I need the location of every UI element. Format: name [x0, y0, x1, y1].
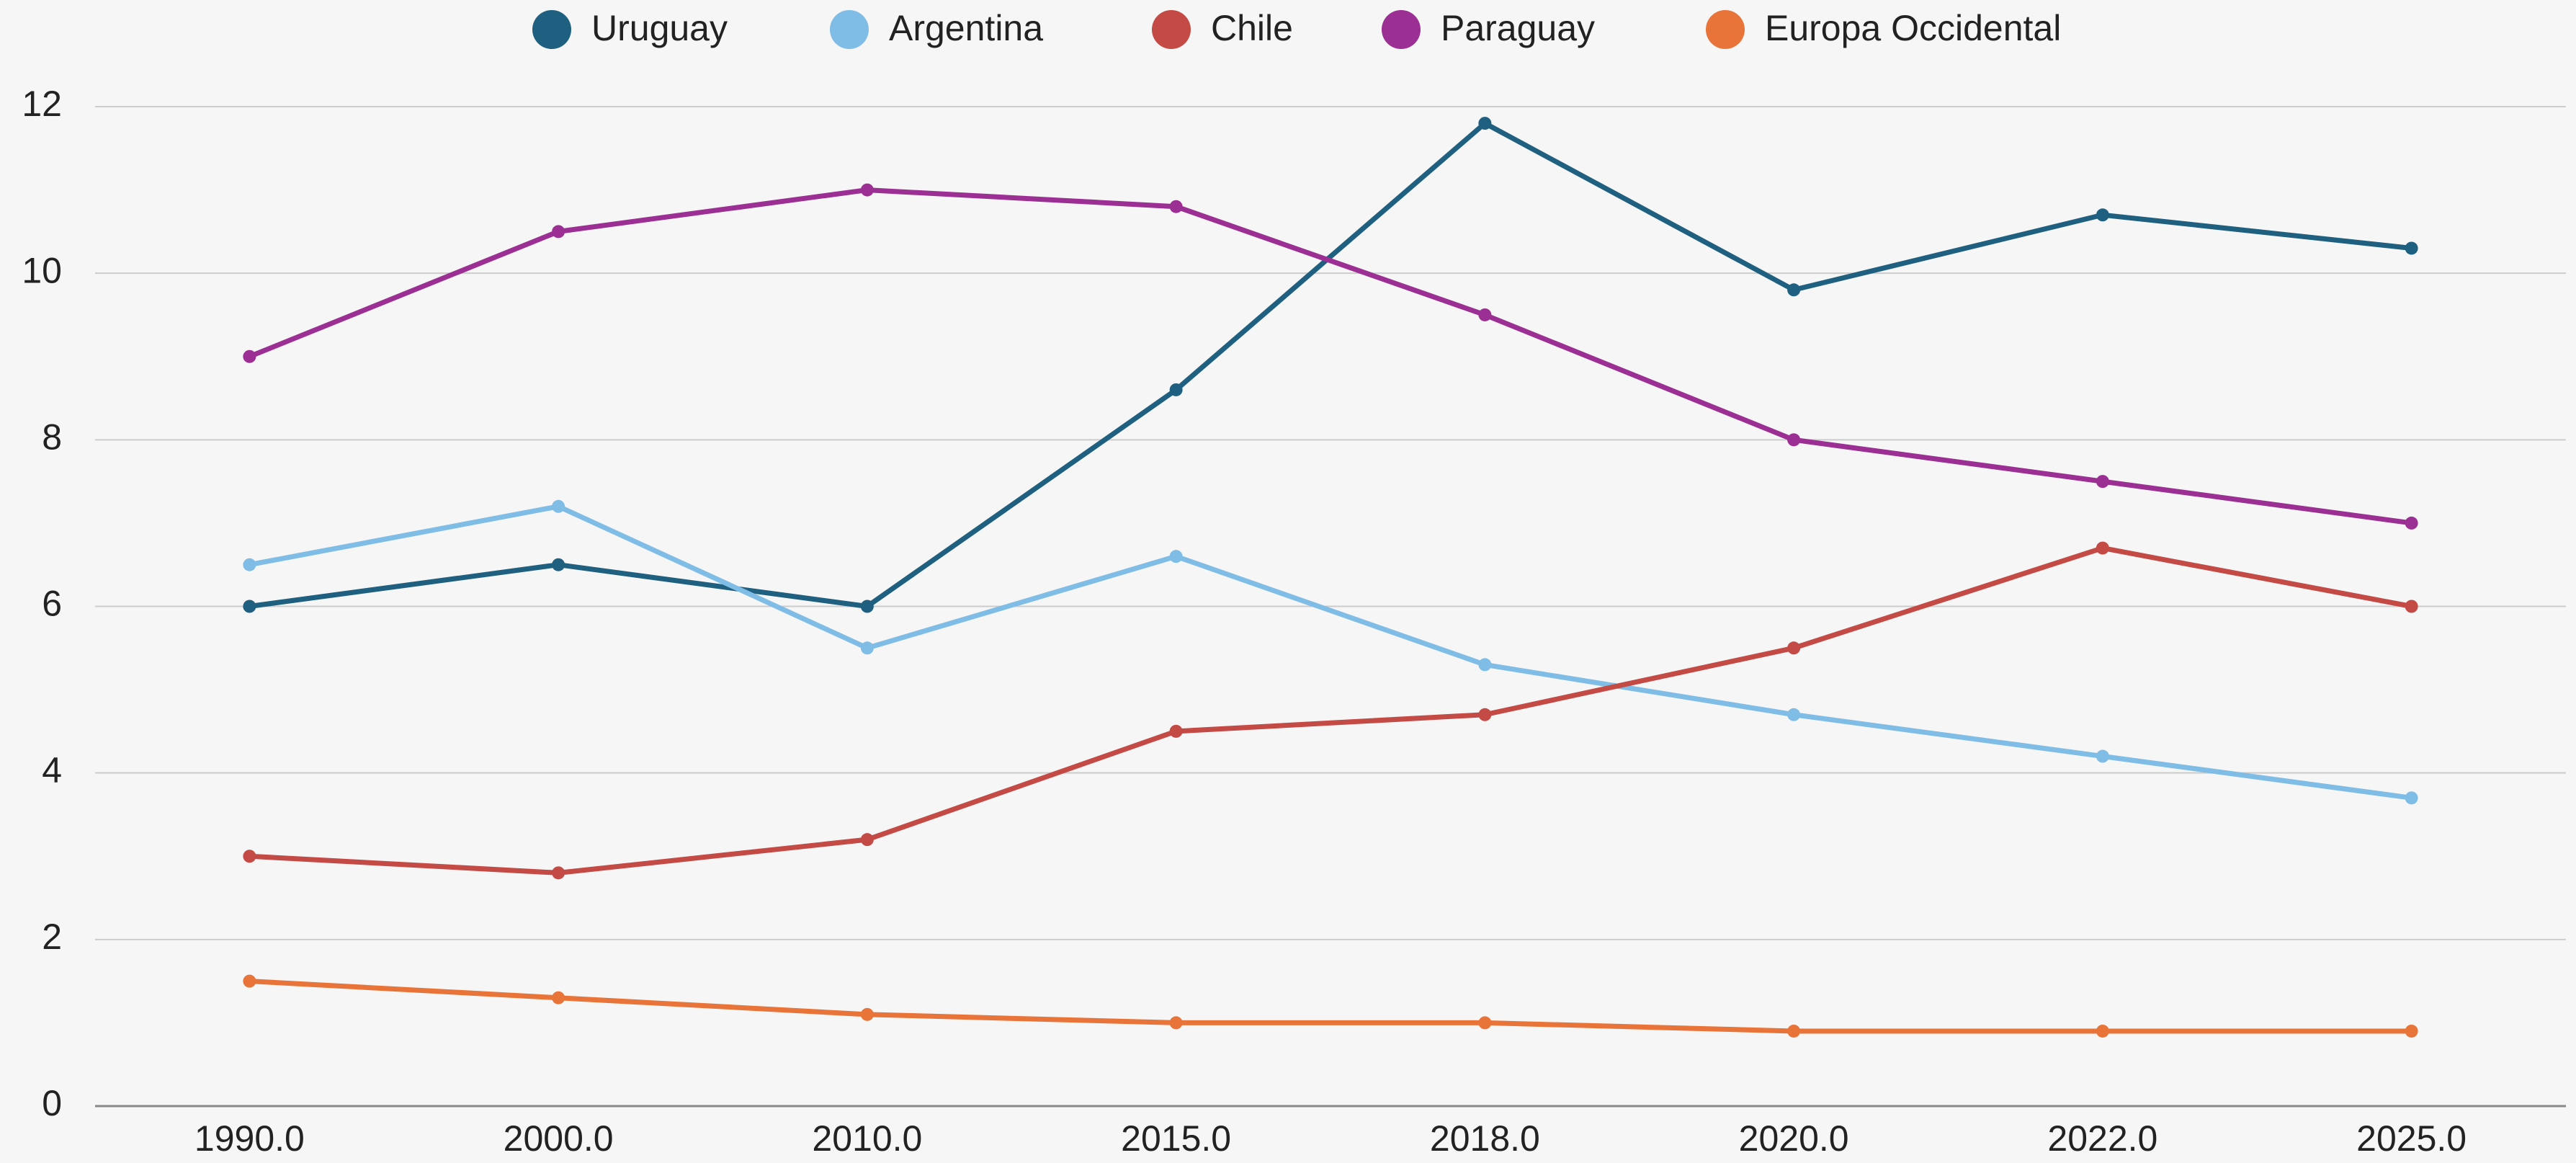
data-point	[1787, 1024, 1801, 1038]
data-point	[552, 225, 565, 239]
series-line	[249, 187, 2412, 526]
data-point	[2096, 1024, 2109, 1038]
data-point	[243, 558, 256, 571]
data-point	[1169, 1016, 1183, 1030]
data-point	[1787, 433, 1801, 447]
x-tick-label: 2010.0	[812, 1118, 922, 1159]
data-point	[860, 1007, 874, 1021]
data-point	[2405, 241, 2418, 255]
series-line	[249, 979, 2412, 1034]
data-point	[860, 641, 874, 655]
legend-label: Europa Occidental	[1765, 8, 2061, 48]
data-point	[1787, 641, 1801, 655]
data-point	[552, 499, 565, 513]
data-point	[1478, 308, 1492, 321]
x-tick-label: 2025.0	[2356, 1118, 2467, 1159]
data-point	[1169, 383, 1183, 396]
series-line	[249, 120, 2412, 609]
data-point	[2405, 516, 2418, 530]
y-tick-label: 4	[42, 750, 62, 790]
series-line	[249, 504, 2412, 801]
data-point	[243, 850, 256, 863]
data-point	[243, 974, 256, 988]
data-point	[2405, 791, 2418, 805]
legend-marker	[1706, 10, 1745, 49]
legend-marker	[1152, 10, 1191, 49]
legend-marker	[1382, 10, 1421, 49]
data-point	[2096, 541, 2109, 555]
x-tick-label: 1990.0	[194, 1118, 305, 1159]
data-point	[1169, 550, 1183, 563]
legend-marker	[532, 10, 571, 49]
y-tick-label: 0	[42, 1083, 62, 1123]
data-point	[2096, 475, 2109, 489]
data-point	[1787, 708, 1801, 721]
legend-label: Uruguay	[591, 8, 728, 48]
y-tick-label: 2	[42, 917, 62, 957]
data-point	[1478, 117, 1492, 130]
data-point	[552, 866, 565, 880]
data-point	[2096, 749, 2109, 763]
x-tick-label: 2000.0	[504, 1118, 614, 1159]
legend-label: Argentina	[889, 8, 1043, 48]
series-line	[249, 545, 2412, 875]
data-point	[552, 558, 565, 571]
x-tick-label: 2022.0	[2047, 1118, 2157, 1159]
data-point	[243, 349, 256, 363]
y-tick-label: 8	[42, 417, 62, 458]
data-point	[1478, 658, 1492, 672]
y-tick-label: 6	[42, 584, 62, 624]
x-tick-label: 2018.0	[1430, 1118, 1540, 1159]
x-tick-label: 2015.0	[1121, 1118, 1231, 1159]
y-tick-label: 12	[22, 84, 62, 124]
legend-label: Chile	[1211, 8, 1293, 48]
legend-label: Paraguay	[1441, 8, 1595, 48]
data-point	[243, 600, 256, 613]
data-point	[1169, 724, 1183, 738]
data-point	[1478, 708, 1492, 721]
data-point	[860, 600, 874, 613]
x-tick-label: 2020.0	[1739, 1118, 1849, 1159]
data-point	[1169, 200, 1183, 213]
y-tick-label: 10	[22, 250, 62, 290]
legend-marker	[830, 10, 869, 49]
data-point	[552, 991, 565, 1004]
data-point	[1787, 283, 1801, 297]
data-point	[2096, 208, 2109, 222]
data-point	[860, 183, 874, 197]
data-point	[1478, 1016, 1492, 1030]
data-point	[860, 833, 874, 847]
data-point	[2405, 1024, 2418, 1038]
data-point	[2405, 600, 2418, 613]
